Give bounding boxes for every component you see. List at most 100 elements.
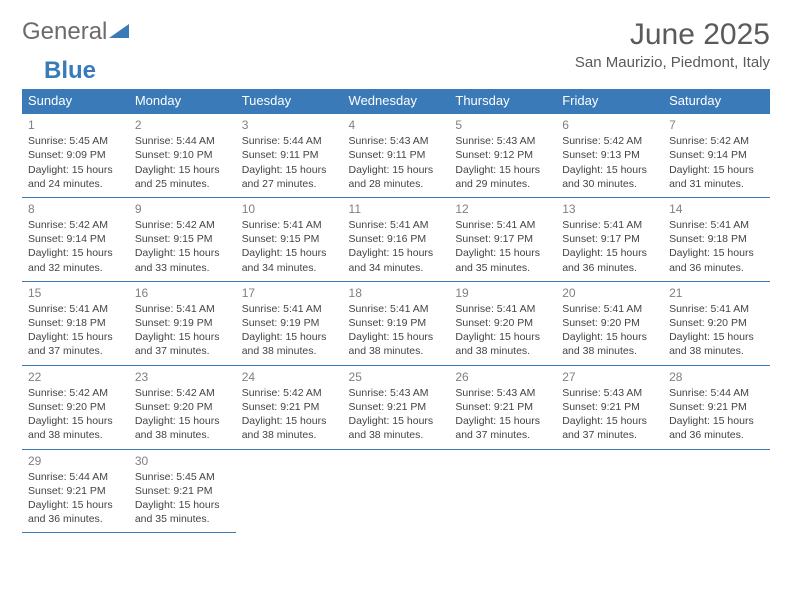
sunrise-line: Sunrise: 5:42 AM [28, 386, 123, 400]
sunset-line: Sunset: 9:21 PM [242, 400, 337, 414]
day-number: 16 [135, 285, 230, 301]
day-number: 13 [562, 201, 657, 217]
sunset-line: Sunset: 9:18 PM [669, 232, 764, 246]
day-number: 9 [135, 201, 230, 217]
day-cell: 18Sunrise: 5:41 AMSunset: 9:19 PMDayligh… [343, 281, 450, 365]
header-tuesday: Tuesday [236, 89, 343, 113]
daylight-line: Daylight: 15 hours and 37 minutes. [28, 330, 123, 358]
sunrise-line: Sunrise: 5:42 AM [562, 134, 657, 148]
sunset-line: Sunset: 9:09 PM [28, 148, 123, 162]
week-row: 22Sunrise: 5:42 AMSunset: 9:20 PMDayligh… [22, 365, 770, 449]
sunset-line: Sunset: 9:17 PM [455, 232, 550, 246]
sunrise-line: Sunrise: 5:43 AM [455, 134, 550, 148]
day-number: 3 [242, 117, 337, 133]
sunrise-line: Sunrise: 5:41 AM [242, 218, 337, 232]
week-row: 29Sunrise: 5:44 AMSunset: 9:21 PMDayligh… [22, 449, 770, 533]
sunset-line: Sunset: 9:11 PM [242, 148, 337, 162]
day-cell: 1Sunrise: 5:45 AMSunset: 9:09 PMDaylight… [22, 113, 129, 197]
daylight-line: Daylight: 15 hours and 27 minutes. [242, 163, 337, 191]
day-number: 2 [135, 117, 230, 133]
daylight-line: Daylight: 15 hours and 38 minutes. [242, 414, 337, 442]
sunset-line: Sunset: 9:21 PM [28, 484, 123, 498]
sunrise-line: Sunrise: 5:45 AM [135, 470, 230, 484]
calendar-body: 1 Sunrise: 5:45 AM Sunset: 9:09 PM Daylight… [22, 113, 770, 533]
day-cell: 11Sunrise: 5:41 AMSunset: 9:16 PMDayligh… [343, 197, 450, 281]
day-cell: 20Sunrise: 5:41 AMSunset: 9:20 PMDayligh… [556, 281, 663, 365]
week-row: 8Sunrise: 5:42 AMSunset: 9:14 PMDaylight… [22, 197, 770, 281]
daylight-line: Daylight: 15 hours and 38 minutes. [455, 330, 550, 358]
sunset-line: Sunset: 9:21 PM [562, 400, 657, 414]
day-number: 4 [349, 117, 444, 133]
daylight-line: Daylight: 15 hours and 37 minutes. [135, 330, 230, 358]
week-row: 1Sunrise: 5:45 AMSunset: 9:09 PMDaylight… [22, 113, 770, 197]
header-saturday: Saturday [663, 89, 770, 113]
sunset-line: Sunset: 9:14 PM [669, 148, 764, 162]
header-monday: Monday [129, 89, 236, 113]
daylight-line: Daylight: 15 hours and 38 minutes. [135, 414, 230, 442]
day-cell: 6Sunrise: 5:42 AMSunset: 9:13 PMDaylight… [556, 113, 663, 197]
sunset-line: Sunset: 9:21 PM [455, 400, 550, 414]
weekday-header-row: Sunday Monday Tuesday Wednesday Thursday… [22, 89, 770, 113]
day-cell: 22Sunrise: 5:42 AMSunset: 9:20 PMDayligh… [22, 365, 129, 449]
day-cell [343, 449, 450, 533]
daylight-line: Daylight: 15 hours and 36 minutes. [562, 246, 657, 274]
day-cell: 5Sunrise: 5:43 AMSunset: 9:12 PMDaylight… [449, 113, 556, 197]
day-cell: 21Sunrise: 5:41 AMSunset: 9:20 PMDayligh… [663, 281, 770, 365]
day-cell: 4Sunrise: 5:43 AMSunset: 9:11 PMDaylight… [343, 113, 450, 197]
daylight-line: Daylight: 15 hours and 34 minutes. [242, 246, 337, 274]
daylight-line: Daylight: 15 hours and 35 minutes. [135, 498, 230, 526]
day-cell [663, 449, 770, 533]
header-wednesday: Wednesday [343, 89, 450, 113]
day-number: 12 [455, 201, 550, 217]
daylight-line: Daylight: 15 hours and 38 minutes. [669, 330, 764, 358]
day-number: 7 [669, 117, 764, 133]
sunset-line: Sunset: 9:14 PM [28, 232, 123, 246]
day-cell: 8Sunrise: 5:42 AMSunset: 9:14 PMDaylight… [22, 197, 129, 281]
week-row: 15Sunrise: 5:41 AMSunset: 9:18 PMDayligh… [22, 281, 770, 365]
header-sunday: Sunday [22, 89, 129, 113]
daylight-line: Daylight: 15 hours and 37 minutes. [562, 414, 657, 442]
daylight-line: Daylight: 15 hours and 28 minutes. [349, 163, 444, 191]
logo-text-1: General [22, 18, 107, 46]
sunrise-line: Sunrise: 5:44 AM [28, 470, 123, 484]
sunrise-line: Sunrise: 5:41 AM [562, 218, 657, 232]
sunset-line: Sunset: 9:21 PM [135, 484, 230, 498]
sunrise-line: Sunrise: 5:41 AM [455, 218, 550, 232]
month-title: June 2025 [575, 18, 770, 52]
sunrise-line: Sunrise: 5:41 AM [135, 302, 230, 316]
daylight-line: Daylight: 15 hours and 37 minutes. [455, 414, 550, 442]
day-cell: 27Sunrise: 5:43 AMSunset: 9:21 PMDayligh… [556, 365, 663, 449]
sunset-line: Sunset: 9:21 PM [669, 400, 764, 414]
day-cell: 14Sunrise: 5:41 AMSunset: 9:18 PMDayligh… [663, 197, 770, 281]
sunrise-line: Sunrise: 5:44 AM [135, 134, 230, 148]
day-cell: 28Sunrise: 5:44 AMSunset: 9:21 PMDayligh… [663, 365, 770, 449]
sunset-line: Sunset: 9:15 PM [135, 232, 230, 246]
day-number: 26 [455, 369, 550, 385]
day-number: 18 [349, 285, 444, 301]
header-friday: Friday [556, 89, 663, 113]
sunset-line: Sunset: 9:20 PM [135, 400, 230, 414]
day-cell: 9Sunrise: 5:42 AMSunset: 9:15 PMDaylight… [129, 197, 236, 281]
daylight-line: Daylight: 15 hours and 25 minutes. [135, 163, 230, 191]
day-cell: 17Sunrise: 5:41 AMSunset: 9:19 PMDayligh… [236, 281, 343, 365]
day-cell: 12Sunrise: 5:41 AMSunset: 9:17 PMDayligh… [449, 197, 556, 281]
header-thursday: Thursday [449, 89, 556, 113]
daylight-line: Daylight: 15 hours and 35 minutes. [455, 246, 550, 274]
sunset-line: Sunset: 9:20 PM [562, 316, 657, 330]
daylight-line: Daylight: 15 hours and 38 minutes. [349, 330, 444, 358]
day-number: 1 [28, 117, 123, 133]
daylight-line: Daylight: 15 hours and 29 minutes. [455, 163, 550, 191]
day-number: 21 [669, 285, 764, 301]
sunset-line: Sunset: 9:19 PM [135, 316, 230, 330]
daylight-line: Daylight: 15 hours and 34 minutes. [349, 246, 444, 274]
sunrise-line: Sunrise: 5:43 AM [455, 386, 550, 400]
sunset-line: Sunset: 9:20 PM [669, 316, 764, 330]
sunrise-line: Sunrise: 5:43 AM [349, 134, 444, 148]
day-cell [449, 449, 556, 533]
day-cell: 3Sunrise: 5:44 AMSunset: 9:11 PMDaylight… [236, 113, 343, 197]
sunrise-line: Sunrise: 5:43 AM [349, 386, 444, 400]
sunrise-line: Sunrise: 5:44 AM [242, 134, 337, 148]
sunset-line: Sunset: 9:21 PM [349, 400, 444, 414]
sunrise-line: Sunrise: 5:41 AM [455, 302, 550, 316]
sunrise-line: Sunrise: 5:42 AM [135, 386, 230, 400]
